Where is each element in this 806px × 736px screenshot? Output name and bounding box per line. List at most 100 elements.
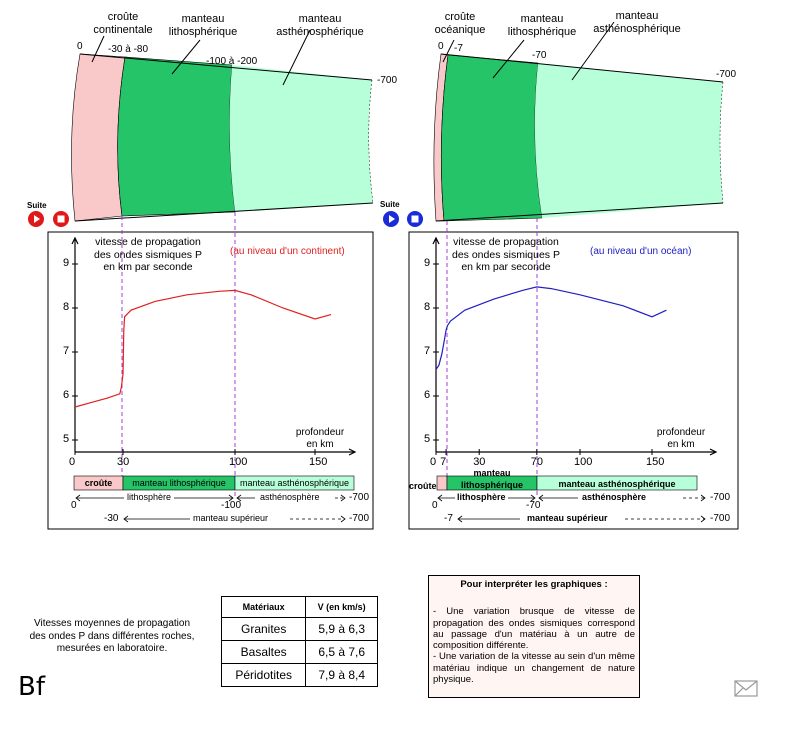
continent-strip-crust: croûte — [84, 478, 113, 488]
ocean-velocity-curve — [435, 286, 667, 370]
mail-icon[interactable] — [734, 680, 758, 697]
logo[interactable]: Bf — [18, 672, 45, 702]
continent-y-tick-label: 8 — [63, 301, 70, 313]
ocean-y-tick-label: 8 — [424, 301, 431, 313]
ocean-strip-0: 0 — [432, 500, 438, 511]
table-cell: 7,9 à 8,4 — [305, 663, 378, 687]
ocean-strip-700b: -700 — [710, 513, 731, 524]
continent-stop-button[interactable] — [53, 211, 69, 227]
ocean-play-button[interactable] — [383, 211, 399, 227]
continent-velocity-curve — [74, 289, 332, 408]
stop-icon — [57, 215, 65, 223]
table-row: Granites 5,9 à 6,3 — [220, 617, 378, 641]
continent-depth-moho: -30 à -80 — [108, 44, 149, 55]
ocean-section — [433, 21, 724, 222]
ocean-x-tick-label: 70 — [530, 456, 544, 468]
continent-crust-layer — [71, 53, 126, 222]
ocean-graph-frame — [408, 231, 739, 530]
ocean-astheno-layer — [534, 63, 723, 218]
interpretation-box: Pour interpréter les graphiques : - Une … — [428, 575, 640, 698]
ocean-litho-label: manteau lithosphérique — [507, 13, 577, 38]
ocean-depth-700: -700 — [716, 69, 737, 80]
continent-x-tick-label: 100 — [229, 456, 248, 468]
continent-upper-mantle-label: manteau supérieur — [193, 513, 269, 523]
ocean-stop-button[interactable] — [407, 211, 423, 227]
continent-depth-700: -700 — [377, 75, 398, 86]
ocean-y-tick-label: 7 — [424, 345, 431, 357]
continent-strip-700b: -700 — [349, 513, 370, 524]
continent-section — [71, 29, 374, 222]
ocean-x-tick-label: 30 — [473, 456, 486, 468]
continent-y-tick-label: 7 — [63, 345, 70, 357]
continent-y-tick-label: 6 — [63, 389, 70, 401]
table-row: Péridotites 7,9 à 8,4 — [220, 663, 378, 687]
continent-xlabel: profondeur en km — [295, 427, 345, 450]
continent-strip-astheno: manteau asthénosphérique — [239, 478, 350, 488]
continent-y-tick-label: 9 — [63, 257, 70, 269]
continent-strip — [73, 475, 355, 491]
table-cell: 5,9 à 6,3 — [305, 617, 378, 641]
continent-x-tick-label: 150 — [309, 456, 328, 468]
ocean-strip-700a: -700 — [710, 492, 731, 503]
ocean-strip-astheno: manteau asthénosphérique — [558, 479, 676, 489]
ocean-astheno-label: manteau asthénosphérique — [593, 10, 681, 35]
interpretation-text-2: - Une variation de la vitesse au sein d'… — [433, 651, 635, 686]
continent-depth-0: 0 — [77, 41, 83, 52]
continent-astheno-layer — [229, 65, 373, 212]
table-cell: 6,5 à 7,6 — [305, 640, 378, 664]
ocean-strip-crust: croûte — [409, 481, 437, 491]
continent-graph-frame — [47, 231, 374, 530]
table-cell: Granites — [220, 617, 307, 641]
ocean-crust-label: croûte océanique — [434, 11, 486, 36]
ocean-ylabel: vitesse de propagation des ondes sismiqu… — [452, 236, 560, 273]
interpretation-text-1: - Une variation brusque de vitesse de pr… — [433, 606, 635, 652]
ocean-strip-70: -70 — [526, 500, 541, 511]
ocean-graph-title: (au niveau d'un océan) — [590, 246, 692, 257]
continent-ylabel: vitesse de propagation des ondes sismiqu… — [94, 236, 202, 273]
ocean-x-tick-label: 100 — [574, 456, 593, 468]
play-icon — [389, 215, 395, 223]
table-header: V (en km/s) — [305, 596, 378, 618]
continent-play-button[interactable] — [28, 211, 44, 227]
continent-strip-100: -100 — [221, 500, 242, 511]
continent-x-tick-label: 30 — [117, 456, 130, 468]
continent-depth-lab: -100 à -200 — [206, 56, 258, 67]
ocean-axes — [432, 236, 718, 456]
continent-strip-litho: manteau lithosphérique — [132, 478, 226, 488]
ocean-strip-litho: manteau lithosphérique — [460, 468, 523, 490]
ocean-depth-lab: -70 — [532, 50, 547, 61]
ocean-y-tick-label: 5 — [424, 433, 431, 445]
ocean-x-tick-label: 0 — [430, 456, 437, 468]
ocean-x-tick-label: 7 — [440, 456, 447, 468]
continent-litho-layer — [117, 56, 236, 217]
continent-strip-700a: -700 — [349, 492, 370, 503]
interpretation-title: Pour interpréter les graphiques : — [460, 579, 608, 590]
continent-crust-label: croûte continentale — [93, 11, 153, 36]
table-header-row: Matériaux V (en km/s) — [220, 596, 378, 618]
ocean-depth-moho: -7 — [454, 43, 463, 54]
ocean-xlabel: profondeur en km — [656, 427, 706, 450]
continent-x-tick-label: 0 — [69, 456, 76, 468]
table-cell: Péridotites — [220, 663, 307, 687]
lab-measurements-note: Vitesses moyennes de propagation des ond… — [29, 618, 195, 654]
ocean-suite-label: Suite — [380, 200, 400, 209]
ocean-y-tick-label: 6 — [424, 389, 431, 401]
continent-graph-title: (au niveau d'un continent) — [230, 246, 345, 257]
continent-litho-label: manteau lithosphérique — [168, 13, 238, 38]
continent-lithosphere-label: lithosphère — [124, 492, 175, 502]
ocean-asthenosphere-label: asthénosphère — [580, 492, 649, 502]
materials-table: Matériaux V (en km/s) Granites 5,9 à 6,3… — [220, 596, 378, 687]
ocean-x-tick-label: 150 — [646, 456, 665, 468]
ocean-upper-mantle-label: manteau supérieur — [527, 513, 608, 523]
table-row: Basaltes 6,5 à 7,6 — [220, 640, 378, 664]
continent-axes — [71, 236, 357, 456]
ocean-strip-7: -7 — [444, 513, 453, 524]
table-header: Matériaux — [220, 596, 307, 618]
continent-astheno-label: manteau asthénosphérique — [276, 13, 364, 38]
continent-suite-label: Suite — [27, 201, 47, 210]
ocean-litho-layer — [440, 54, 543, 222]
play-icon — [34, 215, 40, 223]
continent-strip-30: -30 — [104, 513, 119, 524]
ocean-y-tick-label: 9 — [424, 257, 431, 269]
